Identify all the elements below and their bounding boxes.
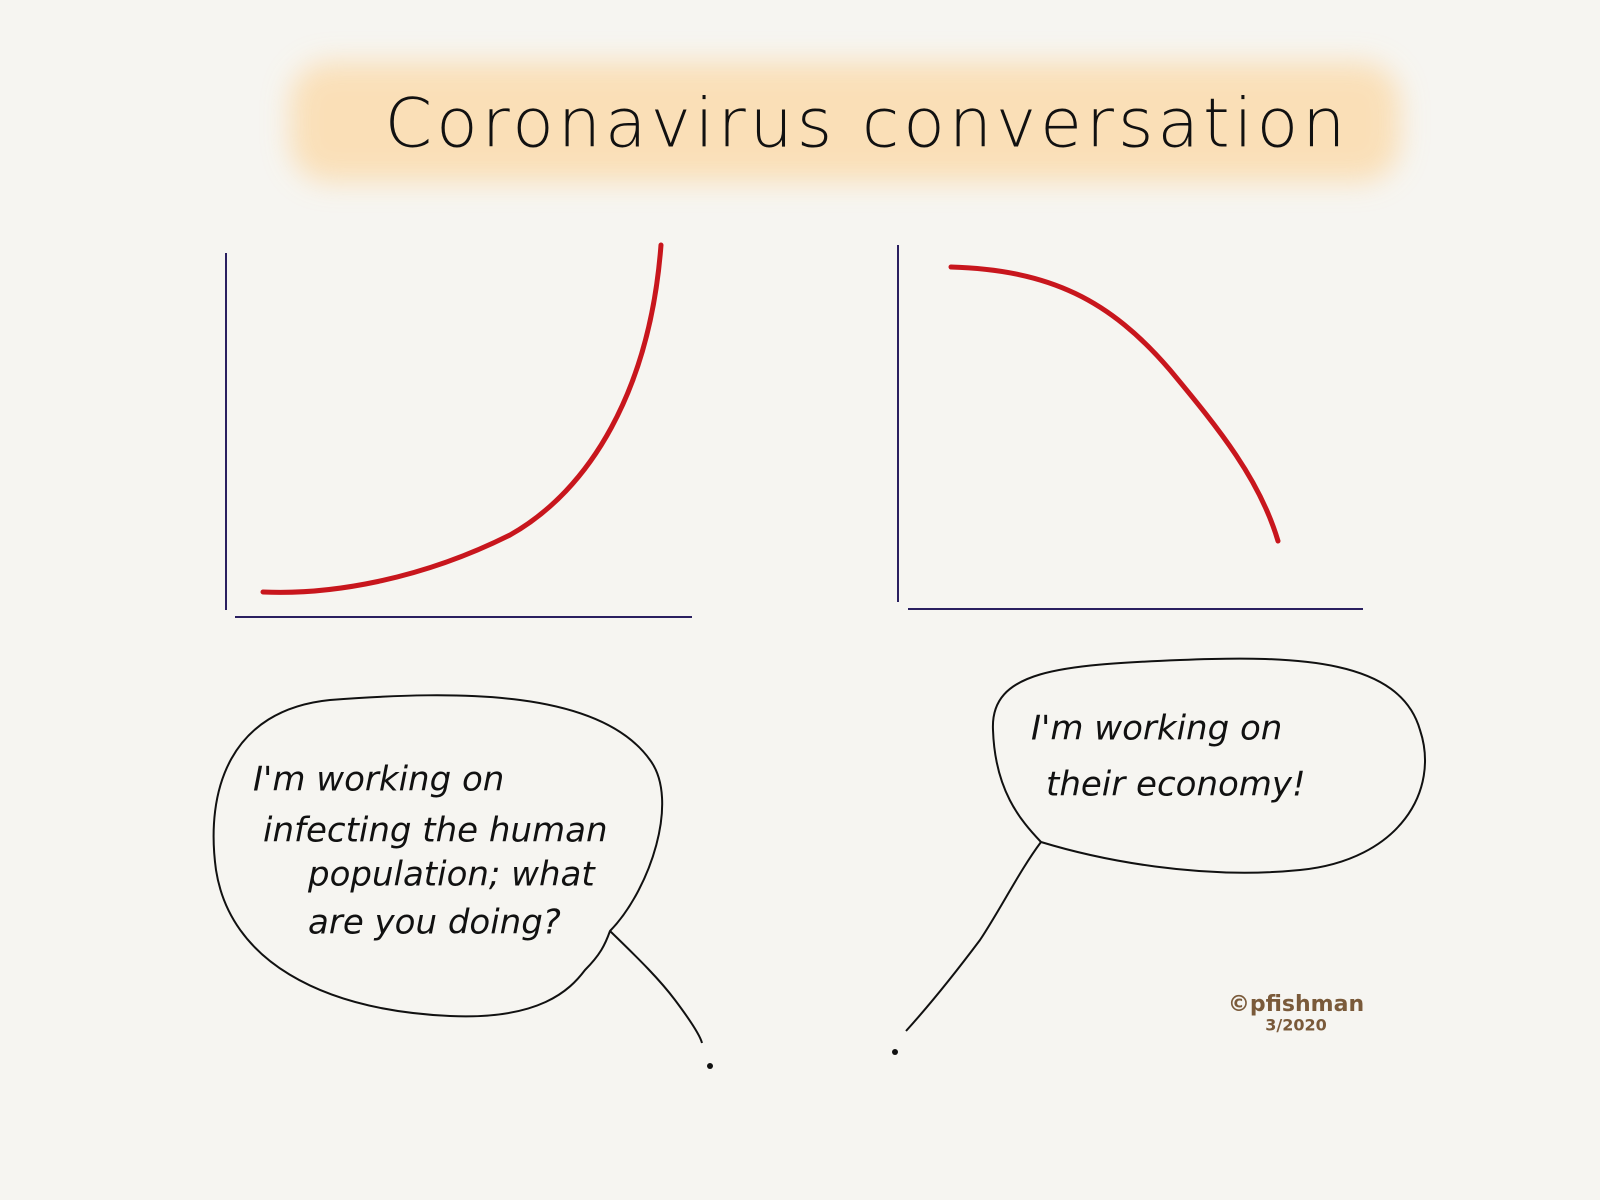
falling-curve [948, 264, 1281, 544]
speaker-dot [707, 1063, 713, 1069]
bubble-line: infecting the human [263, 811, 608, 851]
title-highlight [290, 62, 1400, 182]
signature: ©pfishman [1228, 992, 1364, 1017]
speech-bubble [991, 657, 1426, 874]
bubble-line: I'm working on [253, 760, 504, 800]
bubble-tail [905, 841, 1042, 1032]
bubble-line: population; what [307, 855, 596, 895]
bubble-line: are you doing? [308, 903, 561, 943]
right-bubble: I'm working on their economy! [892, 657, 1426, 1055]
signature-date: 3/2020 [1265, 1016, 1327, 1035]
speaker-dot [892, 1049, 898, 1055]
bubble-line: I'm working on [1031, 709, 1282, 749]
bubble-line: their economy! [1046, 765, 1306, 805]
rising-curve [260, 242, 664, 595]
left-bubble: I'm working on infecting the human popul… [212, 694, 713, 1069]
right-graph [897, 245, 1363, 610]
title: Coronavirus conversation [385, 85, 1350, 164]
speech-bubble [212, 694, 664, 1018]
bubble-tail [609, 930, 703, 1044]
left-graph [225, 242, 692, 618]
